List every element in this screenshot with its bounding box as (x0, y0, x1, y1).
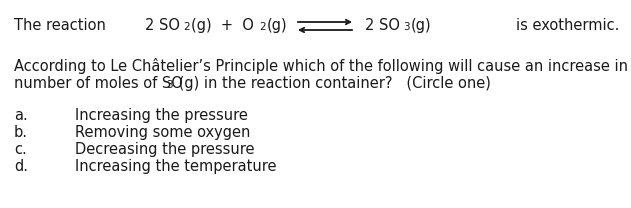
Text: number of moles of SO: number of moles of SO (14, 76, 183, 91)
Text: c.: c. (14, 142, 27, 157)
Text: According to Le Châtelier’s Principle which of the following will cause an incre: According to Le Châtelier’s Principle wh… (14, 58, 631, 74)
Text: is exothermic.: is exothermic. (516, 18, 620, 33)
Text: 2 SO: 2 SO (365, 18, 400, 33)
Text: a.: a. (14, 108, 28, 123)
Text: (g) in the reaction container?   (Circle one): (g) in the reaction container? (Circle o… (174, 76, 491, 91)
Text: (g): (g) (411, 18, 432, 33)
Text: 2 SO: 2 SO (145, 18, 180, 33)
Text: 2: 2 (259, 22, 266, 32)
Text: Increasing the pressure: Increasing the pressure (75, 108, 248, 123)
Text: Increasing the temperature: Increasing the temperature (75, 159, 276, 174)
Text: Decreasing the pressure: Decreasing the pressure (75, 142, 254, 157)
Text: The reaction: The reaction (14, 18, 106, 33)
Text: b.: b. (14, 125, 28, 140)
Text: d.: d. (14, 159, 28, 174)
Text: 3: 3 (166, 80, 173, 90)
Text: (g): (g) (267, 18, 288, 33)
Text: Removing some oxygen: Removing some oxygen (75, 125, 251, 140)
Text: 2: 2 (183, 22, 190, 32)
Text: 3: 3 (403, 22, 410, 32)
Text: (g)  +  O: (g) + O (191, 18, 254, 33)
